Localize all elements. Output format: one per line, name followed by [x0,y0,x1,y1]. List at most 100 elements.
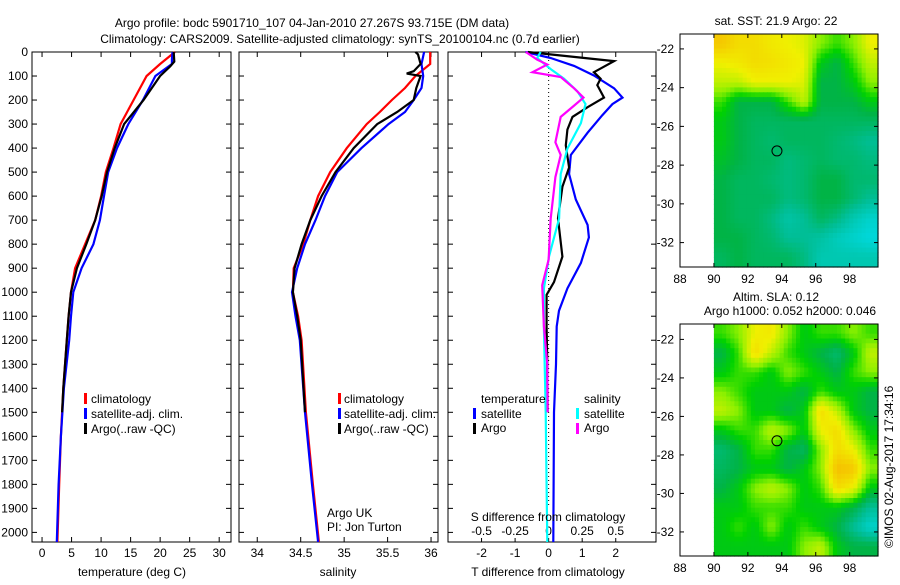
plot-frame [447,51,657,543]
heatmap-cell [734,406,740,412]
heatmap-cell [738,242,744,249]
heatmap-cell [718,454,723,460]
heatmap-cell [783,199,789,205]
heatmap-cell [820,262,826,268]
heatmap-cell [779,333,785,340]
heatmap-cell [873,444,879,451]
heatmap-cell [722,517,727,523]
heatmap-cell [849,126,854,132]
heatmap-cell [869,551,875,557]
heatmap-cell [718,87,723,93]
heatmap-cell [750,68,756,74]
heatmap-cell [865,106,871,113]
heatmap-cell [713,333,719,340]
heatmap-cell [775,63,781,69]
heatmap-cell [845,401,850,407]
heatmap-cell [796,493,801,499]
heatmap-cell [828,150,834,156]
heatmap-cell [865,333,871,340]
heatmap-cell [713,527,719,533]
heatmap-cell [865,420,871,427]
temperature-panel: 0100200300400500600700800900100011001200… [1,45,232,560]
heatmap-cell [775,343,781,349]
heatmap-cell [861,247,867,254]
heatmap-cell [816,48,822,55]
heatmap-cell [796,140,801,147]
heatmap-cell [722,406,727,412]
heatmap-cell [832,338,838,344]
heatmap-cell [796,228,801,234]
heatmap-cell [800,34,805,40]
heatmap-cell [845,391,850,398]
heatmap-cell [738,184,744,190]
heatmap-cell [832,541,838,547]
heatmap-cell [812,425,818,431]
heatmap-cell [775,420,781,427]
heatmap-cell [800,223,805,229]
heatmap-cell [791,48,797,55]
heatmap-cell [865,507,871,514]
heatmap-cell [820,179,826,186]
heatmap-cell [824,140,830,147]
heatmap-cell [750,126,756,132]
heatmap-cell [861,464,867,470]
heatmap-cell [718,228,723,234]
heatmap-cell [857,440,863,446]
heatmap-cell [828,208,834,215]
heatmap-cell [812,406,818,412]
heatmap-cell [796,131,801,137]
heatmap-cell [800,435,805,441]
heatmap-cell [738,208,744,215]
heatmap-cell [722,382,727,388]
heatmap-cell [754,546,760,552]
heatmap-cell [865,473,871,480]
heatmap-cell [746,411,752,417]
heatmap-cell [832,87,838,93]
heatmap-cell [759,546,764,552]
heatmap-cell [713,411,719,417]
heatmap-cell [861,262,867,268]
heatmap-cell [796,483,801,489]
heatmap-cell [726,493,731,499]
heatmap-cell [775,48,781,55]
heatmap-cell [746,430,752,436]
heatmap-cell [841,58,846,64]
heatmap-cell [754,169,760,176]
heatmap-cell [722,218,727,224]
heatmap-cell [767,401,772,407]
heatmap-cell [791,420,797,427]
heatmap-cell [767,493,772,499]
heatmap-cell [767,48,772,55]
legend-label: Argo [481,421,507,435]
heatmap-cell [808,469,813,475]
heatmap-cell [722,145,727,152]
heatmap-cell [812,126,818,132]
heatmap-cell [726,82,731,88]
heatmap-cell [771,165,777,171]
heatmap-cell [738,150,744,156]
heatmap-cell [804,106,809,113]
heatmap-cell [869,92,875,98]
heatmap-cell [779,82,785,88]
heatmap-cell [779,150,785,156]
heatmap-cell [828,121,834,127]
heatmap-cell [791,165,797,171]
heatmap-cell [849,247,854,254]
heatmap-cell [824,247,830,254]
s-tick-label: -0.25 [501,524,529,538]
heatmap-cell [812,169,818,176]
heatmap-cell [857,252,863,258]
heatmap-cell [865,102,871,108]
heatmap-cell [845,377,850,383]
heatmap-cell [718,43,723,50]
heatmap-cell [837,498,842,504]
heatmap-cell [837,502,842,509]
heatmap-cell [742,469,748,475]
heatmap-cell [779,228,785,234]
heatmap-cell [775,401,781,407]
x-tick-label: 15 [124,546,138,560]
heatmap-cell [787,536,793,543]
heatmap-cell [759,121,764,127]
heatmap-cell [804,140,809,147]
heatmap-cell [787,194,793,200]
